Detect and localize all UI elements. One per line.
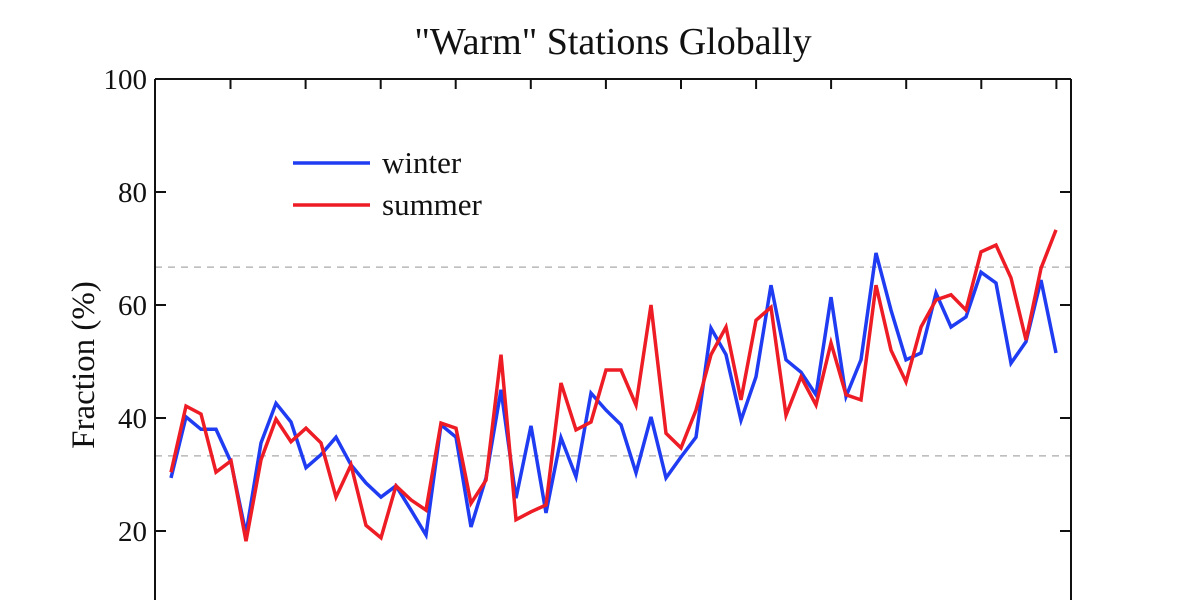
series-layer: [169, 229, 1058, 542]
legend-label-winter: winter: [382, 145, 462, 180]
x-ticks-top: [229, 79, 1058, 89]
y-tick-label: 80: [118, 177, 147, 209]
reference-lines: [155, 266, 1071, 457]
y-tick-label: 100: [104, 64, 148, 96]
legend: winter summer: [293, 145, 483, 222]
y-tick-label: 20: [118, 516, 147, 548]
y-axis-label: Fraction (%): [66, 281, 102, 449]
y-tick-label: 40: [118, 403, 147, 435]
plot-frame: [154, 78, 1072, 600]
y-ticks: 20 40 60 80 100: [104, 64, 1071, 548]
chart-title: "Warm" Stations Globally: [414, 21, 811, 63]
series-line-winter: [169, 252, 1058, 541]
y-tick-label: 60: [118, 290, 147, 322]
series-line-summer: [169, 229, 1058, 542]
legend-label-summer: summer: [382, 187, 483, 222]
